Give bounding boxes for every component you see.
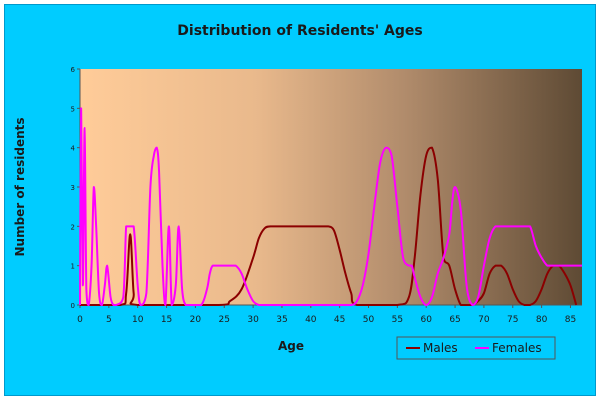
- legend-label-males: Males: [423, 341, 458, 355]
- x-tick-label: 65: [449, 315, 460, 325]
- x-tick-label: 30: [247, 315, 259, 325]
- x-tick-label: 55: [392, 315, 403, 325]
- x-tick-label: 50: [363, 315, 375, 325]
- x-tick-label: 20: [190, 315, 202, 325]
- y-tick-label: 4: [71, 145, 76, 153]
- legend-label-females: Females: [492, 341, 542, 355]
- x-tick-label: 80: [536, 315, 548, 325]
- y-tick-label: 6: [71, 66, 76, 74]
- x-tick-label: 85: [565, 315, 576, 325]
- y-tick-label: 3: [71, 184, 75, 192]
- x-tick-label: 70: [478, 315, 490, 325]
- x-tick-label: 60: [420, 315, 432, 325]
- y-tick-label: 0: [71, 302, 75, 310]
- chart-title: Distribution of Residents' Ages: [177, 23, 422, 39]
- x-tick-label: 35: [276, 315, 287, 325]
- x-tick-label: 40: [305, 315, 317, 325]
- x-tick-label: 15: [161, 315, 172, 325]
- chart-svg: Distribution of Residents' Ages 0123456 …: [13, 23, 582, 360]
- x-tick-label: 0: [77, 315, 83, 325]
- y-tick-label: 1: [71, 263, 75, 271]
- series-layer: [79, 107, 582, 307]
- legend: Males Females: [396, 336, 556, 360]
- x-tick-label: 5: [106, 315, 112, 325]
- x-tick-label: 25: [219, 315, 230, 325]
- y-axis: 0 1 2 3 4 5 6: [71, 66, 81, 310]
- y-tick-label: 5: [71, 105, 75, 113]
- x-tick-label: 45: [334, 315, 345, 325]
- series-line-females: [79, 107, 582, 307]
- y-tick-label: 2: [71, 223, 75, 231]
- x-tick-label: 10: [132, 315, 144, 325]
- x-tick-label: 75: [507, 315, 518, 325]
- plot-area: [80, 69, 582, 305]
- x-axis: 0 5 10 15 20 25 30 35 40 45 50 55 60 65 70 75 80 85: [77, 304, 582, 325]
- series-line-males: [79, 146, 578, 307]
- y-axis-title: Number of residents: [13, 117, 27, 256]
- x-axis-title: Age: [278, 339, 304, 353]
